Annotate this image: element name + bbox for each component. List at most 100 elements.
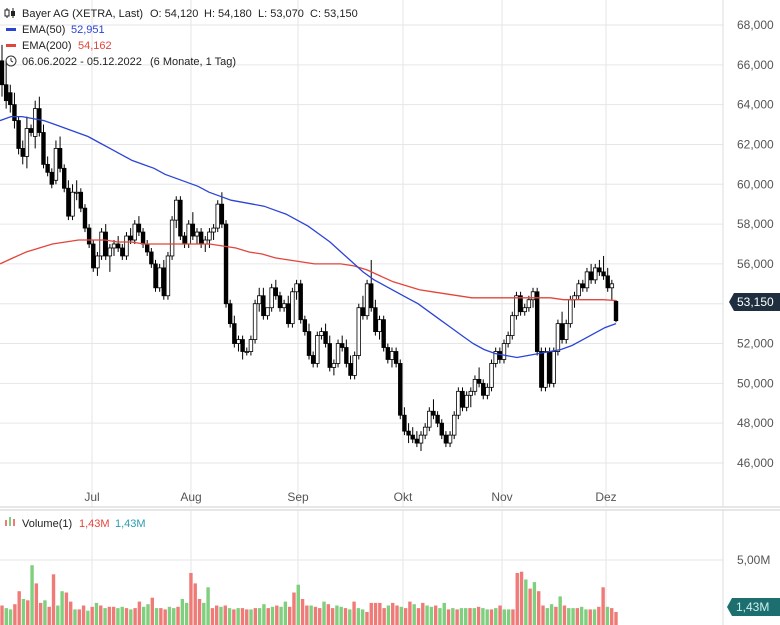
volume-bar <box>318 608 322 625</box>
volume-bar <box>77 609 81 625</box>
volume-bar <box>610 608 614 625</box>
ema50-value: 52,951 <box>71 24 105 36</box>
candle-body <box>66 187 71 217</box>
ema50-line <box>0 115 617 359</box>
candle-body <box>555 323 561 352</box>
interval: (6 Monate, 1 Tag) <box>150 56 236 68</box>
volume-bar <box>584 609 588 625</box>
volume-bar <box>481 608 485 625</box>
volume-bar <box>339 606 343 625</box>
candle-body <box>45 163 50 173</box>
volume-bar <box>313 606 318 625</box>
volume-bar <box>8 609 13 625</box>
candle-body <box>601 271 606 277</box>
volume-bar <box>266 608 270 625</box>
candle-body <box>559 323 565 340</box>
candle-body <box>24 128 30 157</box>
candle-body <box>547 351 552 384</box>
volume-bar <box>236 608 240 625</box>
volume-bar <box>26 600 30 625</box>
candle-body <box>115 243 121 249</box>
volume-bar <box>0 605 4 625</box>
candle-body <box>352 355 357 376</box>
volume-bar <box>47 606 51 625</box>
candle-body <box>174 199 179 221</box>
candle-body <box>319 331 324 336</box>
candle-body <box>95 255 100 269</box>
candle-body <box>510 315 515 336</box>
candle-body <box>12 104 17 121</box>
volume-bars <box>0 565 618 625</box>
candles <box>0 44 619 452</box>
volume-bar <box>468 608 472 625</box>
volume-bar <box>287 606 292 625</box>
volume-bar <box>129 609 133 625</box>
candle-body <box>286 303 291 325</box>
price-tick-label: 50,000 <box>737 376 774 390</box>
ema200-swatch <box>6 44 16 47</box>
candle-body <box>568 299 573 325</box>
candle-body <box>236 339 241 344</box>
volume-bar <box>296 584 300 625</box>
last-price-tag: 53,150 <box>729 293 780 311</box>
volume-bar <box>283 601 288 625</box>
volume-bar <box>56 605 60 625</box>
volume-bar <box>13 604 17 625</box>
candle-body <box>514 295 519 317</box>
candle-body <box>145 243 150 253</box>
price-tick-label: 46,000 <box>737 456 774 470</box>
candle-body <box>447 434 453 444</box>
volume-bar <box>184 602 189 625</box>
candle-body <box>32 108 38 137</box>
candle-body <box>464 394 469 408</box>
volume-bar <box>197 599 202 625</box>
volume-bar <box>4 608 8 625</box>
candle-body <box>377 319 382 332</box>
volume-value-blue: 1,43M <box>115 518 146 530</box>
candle-body <box>103 231 108 257</box>
candle-body <box>373 307 378 332</box>
legend: Bayer AG (XETRA, Last) O: 54,120 H: 54,1… <box>4 8 358 530</box>
candle-body <box>476 378 482 384</box>
candle-body <box>489 363 494 388</box>
volume-bar <box>356 608 361 625</box>
candle-body <box>257 295 262 305</box>
volume-bar <box>202 602 206 625</box>
volume-bar <box>172 608 176 625</box>
last-price-value: 53,150 <box>737 295 774 309</box>
candle-body <box>468 390 473 396</box>
volume-bar <box>240 608 245 625</box>
volume-bar <box>150 597 154 625</box>
volume-bar <box>99 605 103 625</box>
candle-body <box>310 355 316 364</box>
candle-body <box>564 323 569 340</box>
volume-bar <box>562 605 567 625</box>
candle-body <box>149 251 154 265</box>
volume-bar <box>137 601 142 625</box>
date-tick-label: Jul <box>84 490 99 504</box>
candle-body <box>414 438 420 444</box>
clock-icon <box>5 55 17 67</box>
volume-bar <box>567 608 571 625</box>
date-range: 06.06.2022 - 05.12.2022 <box>22 56 142 68</box>
instrument-title: Bayer AG (XETRA, Last) <box>22 8 143 20</box>
volume-bar <box>146 604 150 625</box>
volume-bar <box>257 608 262 625</box>
candle-body <box>339 343 345 348</box>
candle-body <box>194 231 200 237</box>
price-tick-label: 64,000 <box>737 98 774 112</box>
volume-bar <box>588 609 592 625</box>
candle-body <box>456 390 461 416</box>
candle-body <box>431 410 436 416</box>
candle-body <box>452 414 457 436</box>
candle-body <box>323 331 328 344</box>
volume-bar <box>605 606 610 625</box>
volume-bar <box>532 582 537 625</box>
volume-bar <box>245 609 249 625</box>
volume-bar <box>210 608 215 625</box>
volume-bar <box>81 605 86 625</box>
volume-bar <box>485 609 489 625</box>
open-value: O: 54,120 <box>150 8 198 20</box>
volume-axis-tick: 5,00M <box>737 553 770 567</box>
